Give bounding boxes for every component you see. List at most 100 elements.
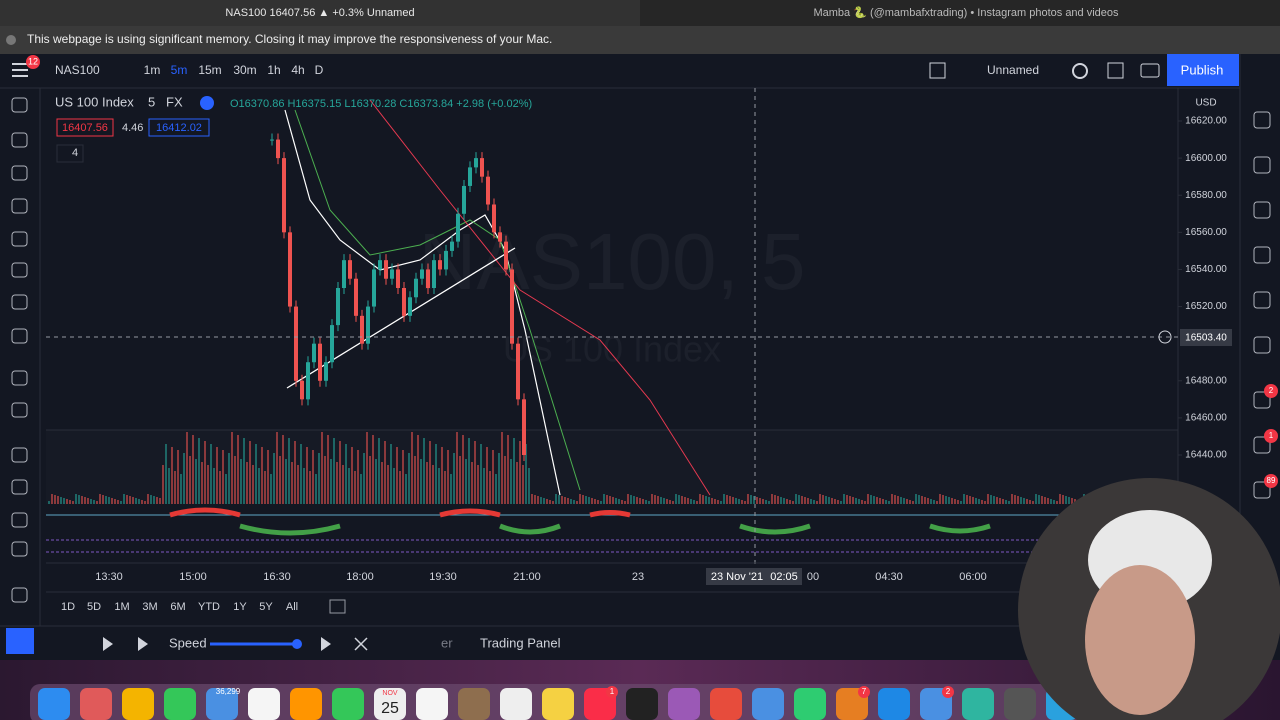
tool-icon[interactable] xyxy=(11,132,28,148)
tab-title[interactable]: NAS100 16407.56 ▲ +0.3% Unnamed xyxy=(225,7,414,19)
tool-icon[interactable] xyxy=(11,165,28,181)
tab-title[interactable]: Mamba 🐍 (@mambafxtrading) • Instagram ph… xyxy=(813,6,1119,19)
sidebar-icon[interactable] xyxy=(1253,156,1271,174)
interval[interactable]: D xyxy=(315,63,324,77)
symbol[interactable]: NAS100 xyxy=(55,63,100,77)
menu-icon[interactable] xyxy=(12,63,28,65)
active-tab[interactable] xyxy=(0,0,640,26)
dock-icon[interactable] xyxy=(626,688,658,720)
close-replay[interactable] xyxy=(354,637,368,651)
interval[interactable]: 1h xyxy=(267,63,280,77)
range-button[interactable]: 1M xyxy=(114,601,129,613)
slider-thumb[interactable] xyxy=(292,639,302,649)
sidebar-icon[interactable] xyxy=(1253,291,1271,309)
replay-icon[interactable] xyxy=(200,96,214,110)
dock-icon[interactable] xyxy=(248,688,280,720)
sidebar-icon[interactable] xyxy=(1253,336,1271,354)
dock-icon[interactable] xyxy=(962,688,994,720)
layout-name[interactable]: Unnamed xyxy=(987,63,1039,77)
trading-panel[interactable]: Trading Panel xyxy=(480,635,561,650)
tool-icon[interactable] xyxy=(11,541,28,557)
close-banner[interactable] xyxy=(6,35,16,45)
tab-partial[interactable]: er xyxy=(441,635,453,650)
menu-icon[interactable] xyxy=(12,69,28,71)
dock-icon[interactable] xyxy=(332,688,364,720)
interval[interactable]: 30m xyxy=(233,63,256,77)
snapshot-icon[interactable] xyxy=(1140,63,1160,78)
volume-texture xyxy=(909,500,911,504)
tool-icon[interactable] xyxy=(11,294,28,310)
dock-icon[interactable] xyxy=(164,688,196,720)
publish-button[interactable] xyxy=(1167,54,1239,86)
fullscreen-icon[interactable] xyxy=(1107,62,1124,79)
currency[interactable]: USD xyxy=(1195,98,1216,109)
tool-icon[interactable] xyxy=(11,97,28,113)
dock-icon[interactable] xyxy=(1004,688,1036,720)
range-button[interactable]: 1Y xyxy=(233,601,247,613)
dock-icon[interactable] xyxy=(290,688,322,720)
volume-texture xyxy=(972,497,974,504)
dock-icon[interactable] xyxy=(794,688,826,720)
tool-icon[interactable] xyxy=(11,447,28,463)
tool-icon[interactable] xyxy=(11,402,28,418)
dock-icon[interactable] xyxy=(878,688,910,720)
interval[interactable]: 5m xyxy=(171,63,188,77)
sidebar-icon[interactable] xyxy=(1253,436,1271,454)
date-range-icon[interactable] xyxy=(329,599,346,614)
indicator-count[interactable]: 4 xyxy=(72,147,78,159)
menu-icon[interactable] xyxy=(12,75,28,77)
tool-icon[interactable] xyxy=(11,198,28,214)
tool-icon[interactable] xyxy=(11,328,28,344)
range-button[interactable]: 5Y xyxy=(259,601,273,613)
tool-icon[interactable] xyxy=(11,587,28,603)
indicator-toggle[interactable] xyxy=(56,144,84,163)
dock-icon[interactable] xyxy=(752,688,784,720)
bid[interactable]: 16407.56 xyxy=(62,122,108,134)
dock-icon[interactable] xyxy=(374,688,406,720)
candle xyxy=(498,232,502,242)
range-button[interactable]: 1D xyxy=(61,601,75,613)
tool-icon[interactable] xyxy=(11,231,28,247)
interval[interactable]: 15m xyxy=(198,63,221,77)
tool-icon[interactable] xyxy=(11,479,28,495)
range-button[interactable]: YTD xyxy=(198,601,220,613)
publish-label[interactable]: Publish xyxy=(1181,62,1224,77)
settings-icon[interactable] xyxy=(1072,63,1088,79)
layout-icon[interactable] xyxy=(929,62,946,79)
dock-icon[interactable] xyxy=(500,688,532,720)
sidebar-icon[interactable] xyxy=(1253,111,1271,129)
range-button[interactable]: All xyxy=(286,601,298,613)
range-button[interactable]: 3M xyxy=(142,601,157,613)
volume-texture xyxy=(93,500,95,504)
tool-icon[interactable] xyxy=(11,370,28,386)
dock-icon[interactable] xyxy=(458,688,490,720)
left-toolbar xyxy=(11,97,28,603)
dock-icon[interactable] xyxy=(38,688,70,720)
dock-icon[interactable] xyxy=(122,688,154,720)
dock-icon[interactable] xyxy=(206,688,238,720)
favorites[interactable] xyxy=(6,628,34,654)
add-alert[interactable] xyxy=(1158,330,1172,344)
buy-box[interactable] xyxy=(148,118,210,137)
dock-icon[interactable] xyxy=(710,688,742,720)
volume-texture xyxy=(504,456,506,504)
tool-icon[interactable] xyxy=(11,512,28,528)
dock-icon[interactable] xyxy=(416,688,448,720)
volume-texture xyxy=(687,498,689,504)
sidebar-icon[interactable] xyxy=(1253,391,1271,409)
sidebar-icon[interactable] xyxy=(1253,246,1271,264)
interval[interactable]: 1m xyxy=(144,63,161,77)
dock-icon[interactable] xyxy=(542,688,574,720)
sidebar-icon[interactable] xyxy=(1253,481,1271,499)
interval[interactable]: 4h xyxy=(291,63,304,77)
sell-box[interactable] xyxy=(56,118,114,137)
tool-icon[interactable] xyxy=(11,262,28,278)
dock-icon[interactable] xyxy=(668,688,700,720)
sidebar-icon[interactable] xyxy=(1253,201,1271,219)
ask[interactable]: 16412.02 xyxy=(156,122,202,134)
range-button[interactable]: 5D xyxy=(87,601,101,613)
volume-texture xyxy=(171,447,173,504)
volume-texture xyxy=(1041,496,1043,504)
range-button[interactable]: 6M xyxy=(170,601,185,613)
dock-icon[interactable] xyxy=(80,688,112,720)
